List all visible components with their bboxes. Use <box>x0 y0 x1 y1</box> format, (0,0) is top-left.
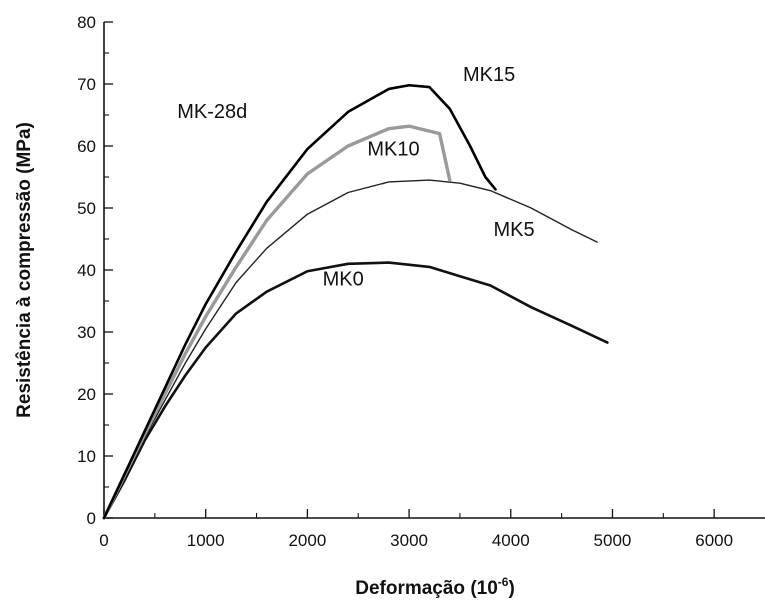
x-tick-label: 2000 <box>288 531 326 550</box>
y-tick-label: 0 <box>87 509 96 528</box>
series-label-mk10: MK10 <box>367 138 419 160</box>
y-tick-label: 30 <box>77 323 96 342</box>
series-label-mk0: MK0 <box>323 269 364 291</box>
y-tick-label: 10 <box>77 447 96 466</box>
y-tick-label: 70 <box>77 75 96 94</box>
series-line-mk0 <box>102 261 609 520</box>
x-tick-label: 5000 <box>594 531 632 550</box>
x-axis-title-exponent: -6 <box>498 575 509 589</box>
series-label-mk5: MK5 <box>493 219 534 241</box>
series-layer <box>102 83 609 520</box>
x-tick-label: 3000 <box>390 531 428 550</box>
x-axis-title: Deformação (10-6) <box>355 575 515 599</box>
y-tick-label: 50 <box>77 199 96 218</box>
chart-annotation: MK-28d <box>177 101 247 123</box>
series-labels-layer: MK0 MK5 MK10 MK15 <box>323 64 535 291</box>
x-tick-label: 6000 <box>695 531 733 550</box>
series-line-mk10 <box>102 124 452 520</box>
series-label-mk15: MK15 <box>463 64 515 86</box>
y-tick-label: 80 <box>77 13 96 32</box>
y-tick-label: 60 <box>77 137 96 156</box>
x-tick-label: 1000 <box>187 531 225 550</box>
y-tick-label: 20 <box>77 385 96 404</box>
x-axis-title-text: Deformação (10 <box>355 578 498 599</box>
axes-group: 0 1000 2000 3000 4000 5000 6000 0 10 20 30 40 50 60 70… <box>77 13 765 550</box>
x-axis-title-close: ) <box>508 578 514 599</box>
y-axis-title: Resistência à compressão (MPa) <box>14 122 35 418</box>
y-tick-label: 40 <box>77 261 96 280</box>
series-line-mk5 <box>103 179 598 519</box>
x-tick-label: 0 <box>99 531 108 550</box>
x-tick-label: 4000 <box>492 531 530 550</box>
series-line-mk15 <box>102 83 497 520</box>
